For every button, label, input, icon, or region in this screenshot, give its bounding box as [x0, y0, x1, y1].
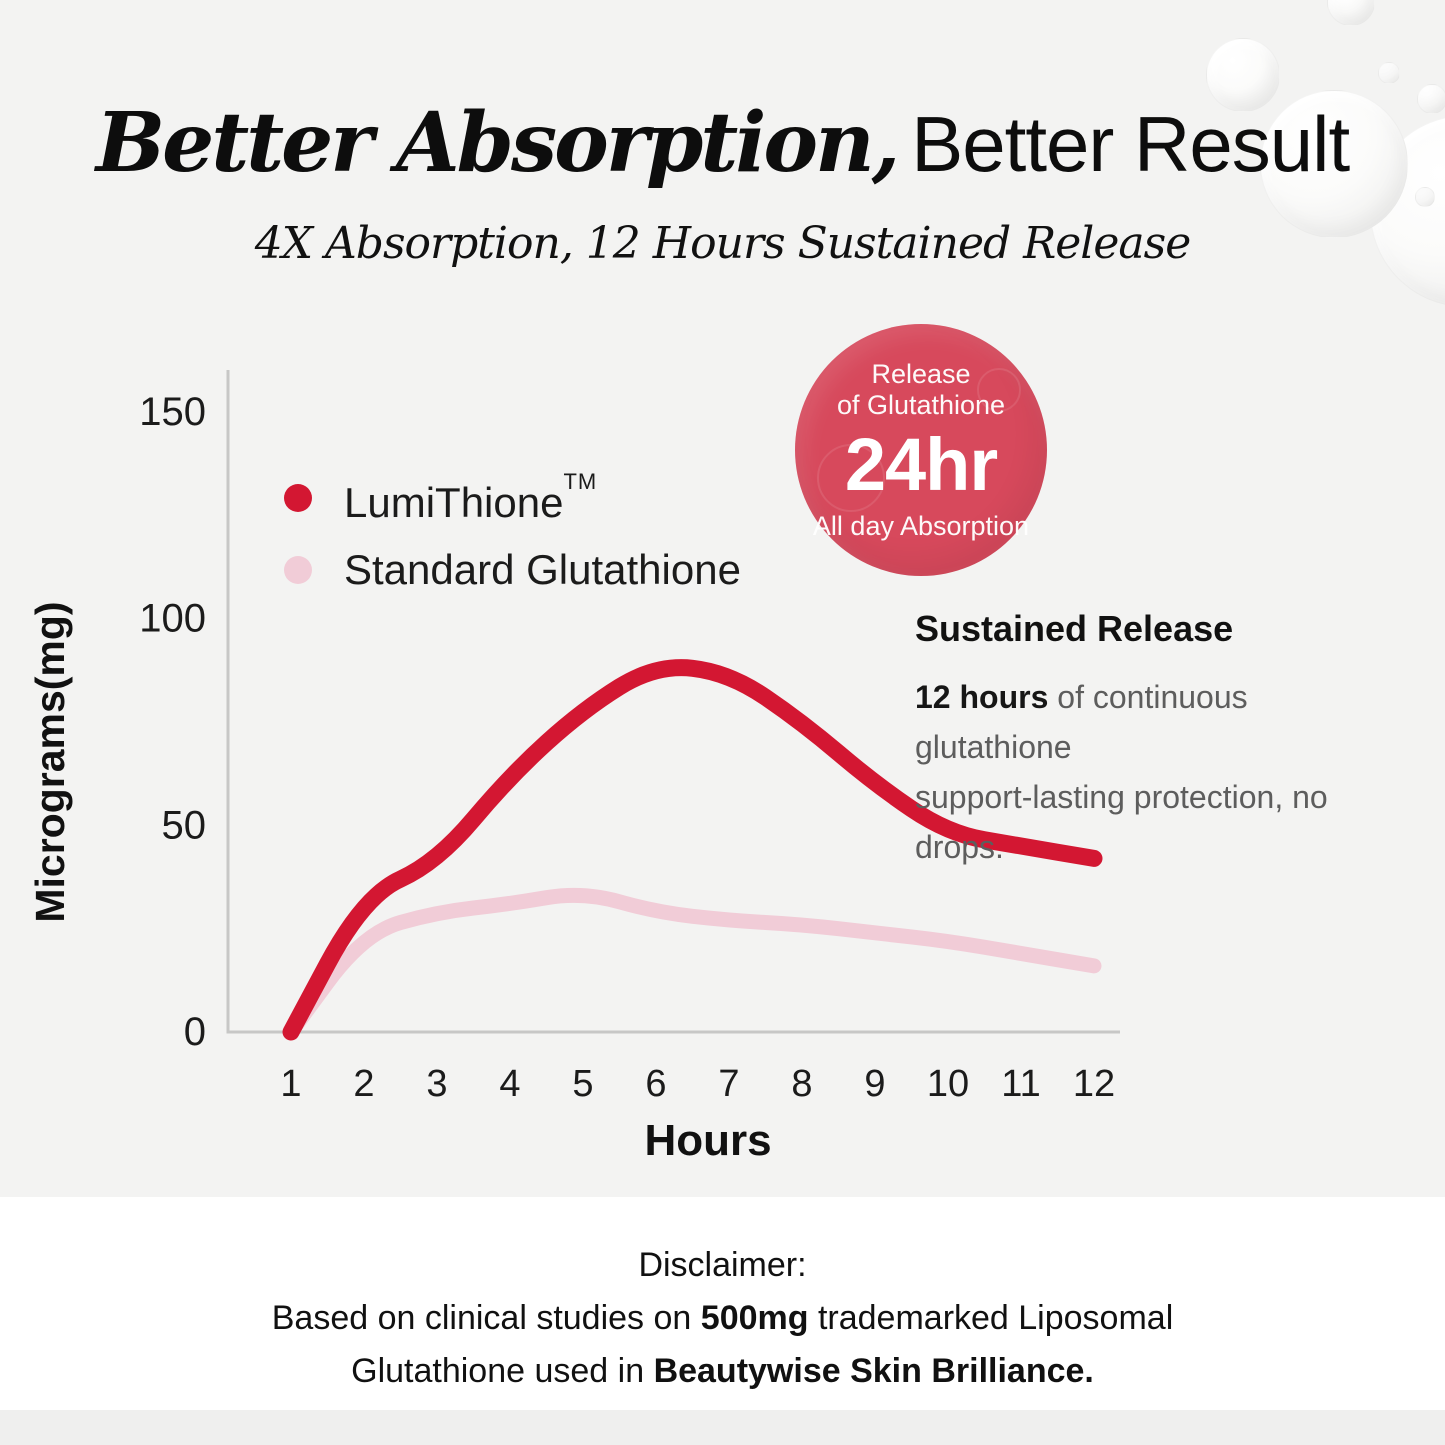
- disclaimer-line-2: Glutathione used in Beautywise Skin Bril…: [351, 1352, 1094, 1390]
- bottom-strip: [0, 1410, 1445, 1445]
- series-line-lumithione: [282, 659, 1103, 1041]
- badge-line-release: Release: [871, 358, 971, 389]
- y-tick-label: 150: [139, 390, 206, 434]
- callout-bold-12-hours: 12 hours: [915, 679, 1049, 715]
- title-serif-part: Better Absorption,: [95, 95, 900, 192]
- x-tick-label: 11: [1001, 1063, 1040, 1105]
- bubble-icon: [1206, 38, 1280, 112]
- trademark-mark: TM: [563, 469, 598, 494]
- disclaimer-heading: Disclaimer:: [638, 1246, 807, 1284]
- axis-lines: [226, 370, 1120, 1034]
- bubble-icon: [1415, 187, 1435, 207]
- legend-item-lumithione: LumiThioneTM: [284, 462, 741, 534]
- bubble-icon: [1260, 90, 1408, 238]
- bubble-icon: [1378, 62, 1400, 84]
- disclaimer-line-1: Based on clinical studies on 500mg trade…: [271, 1299, 1174, 1337]
- y-tick-label: 100: [139, 597, 206, 641]
- x-tick-label: 9: [864, 1063, 885, 1105]
- badge-bubble-icon: [977, 368, 1021, 412]
- legend-label: LumiThione: [344, 479, 564, 526]
- x-tick-label: 2: [353, 1063, 374, 1105]
- page-subtitle: 4X Absorption, 12 Hours Sustained Releas…: [254, 218, 1192, 269]
- x-tick-label: 10: [927, 1063, 969, 1105]
- x-tick-label: 6: [645, 1063, 666, 1105]
- legend-item-standard: Standard Glutathione: [284, 534, 741, 606]
- y-axis-title: Micrograms(mg): [27, 601, 73, 922]
- series-line-standard-glutathione: [283, 887, 1102, 1040]
- x-axis-title: Hours: [644, 1116, 771, 1165]
- title-sans-part: Better Result: [911, 100, 1350, 189]
- x-tick-label: 5: [572, 1063, 593, 1105]
- y-tick-label: 50: [162, 803, 207, 847]
- x-tick-label: 1: [280, 1063, 301, 1105]
- x-tick-label: 3: [426, 1063, 447, 1105]
- legend-dot-pink: [284, 556, 312, 584]
- disclaimer-bold-brand: Beautywise Skin Brilliance.: [653, 1352, 1094, 1390]
- x-tick-label: 8: [791, 1063, 812, 1105]
- legend-dot-red: [284, 484, 312, 512]
- release-badge: Release of Glutathione 24hr All day Abso…: [795, 324, 1047, 576]
- badge-line-all-day: All day Absorption: [812, 510, 1030, 541]
- disclaimer-bold-500mg: 500mg: [700, 1299, 809, 1337]
- callout-heading: Sustained Release: [915, 608, 1234, 649]
- x-tick-label: 12: [1073, 1063, 1115, 1105]
- sustained-release-callout: Sustained Release 12 hours of continuous…: [915, 608, 1405, 872]
- badge-line-of-glutathione: of Glutathione: [836, 389, 1006, 420]
- callout-text: of continuous glutathione: [915, 679, 1248, 765]
- bubble-icon: [1417, 84, 1445, 114]
- disclaimer-section: Disclaimer: Based on clinical studies on…: [0, 1197, 1445, 1410]
- y-tick-label: 0: [184, 1010, 206, 1054]
- badge-bubble-icon: [817, 444, 885, 512]
- callout-body: 12 hours of continuous glutathione suppo…: [915, 672, 1405, 872]
- legend-label: Standard Glutathione: [344, 546, 741, 593]
- x-tick-label: 7: [718, 1063, 739, 1105]
- x-tick-label: 4: [499, 1063, 520, 1105]
- chart-legend: LumiThioneTM Standard Glutathione: [284, 462, 741, 606]
- page-title: Better Absorption, Better Result: [0, 95, 1445, 191]
- callout-text-line2: support-lasting protection, no drops.: [915, 779, 1328, 865]
